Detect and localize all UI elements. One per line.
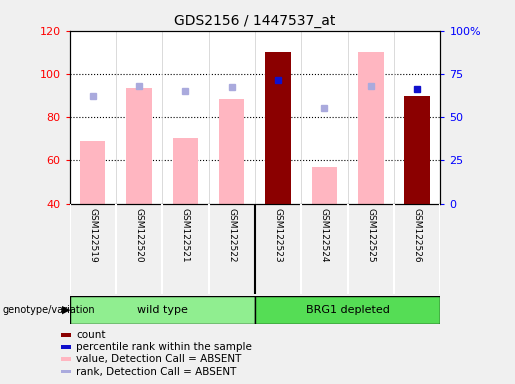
Bar [219,99,245,204]
Text: GSM122523: GSM122523 [273,208,283,263]
Bar [70,296,255,324]
Text: GSM122519: GSM122519 [88,208,97,263]
Bar [404,96,430,204]
Text: percentile rank within the sample: percentile rank within the sample [76,342,252,352]
Text: GSM122525: GSM122525 [366,208,375,263]
Bar [255,296,440,324]
Bar [173,137,198,204]
Text: genotype/variation: genotype/variation [3,305,95,315]
Title: GDS2156 / 1447537_at: GDS2156 / 1447537_at [174,14,336,28]
Text: wild type: wild type [137,305,187,315]
Text: BRG1 depleted: BRG1 depleted [306,305,389,315]
Bar [265,52,291,204]
Bar [61,357,71,361]
Text: GSM122524: GSM122524 [320,208,329,263]
Bar [312,167,337,204]
Bar [61,369,71,374]
Text: ▶: ▶ [62,305,71,315]
Text: GSM122521: GSM122521 [181,208,190,263]
Text: rank, Detection Call = ABSENT: rank, Detection Call = ABSENT [76,366,237,376]
Bar [358,52,384,204]
Text: GSM122522: GSM122522 [227,208,236,263]
Text: GSM122526: GSM122526 [413,208,422,263]
Text: value, Detection Call = ABSENT: value, Detection Call = ABSENT [76,354,242,364]
Bar [126,88,152,204]
Bar [61,345,71,349]
Bar [80,141,106,204]
Bar [61,333,71,337]
Text: count: count [76,330,106,340]
Text: GSM122520: GSM122520 [134,208,144,263]
